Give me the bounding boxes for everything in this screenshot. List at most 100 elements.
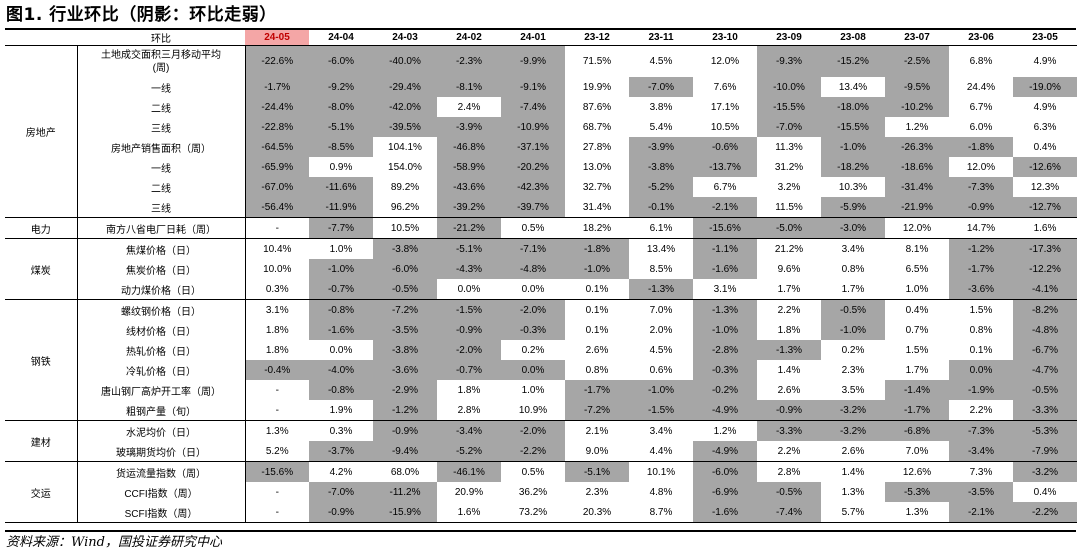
value-cell: -13.7%: [693, 157, 757, 177]
value-cell: 2.2%: [949, 400, 1013, 421]
indicator-label: 货运流量指数（周）: [77, 461, 246, 482]
value-cell: 2.0%: [649, 324, 673, 336]
value-cell: 31.2%: [774, 161, 804, 173]
value-cell: 1.5%: [969, 304, 993, 316]
indicator-label: 南方八省电厂日耗（周）: [77, 217, 246, 239]
table-row: 建材 水泥均价（日） 1.3% 0.3% -0.9% -3.4% -2.0% 2.1% 3.4%…: [5, 420, 1077, 462]
value-cell: 1.8%: [265, 324, 289, 336]
header-month: 23-10: [693, 30, 757, 46]
value-cell: 2.6%: [821, 441, 885, 462]
value-cell: -5.2%: [629, 177, 693, 197]
value-cell: -0.1%: [629, 197, 693, 218]
value-cell: 1.7%: [757, 279, 821, 300]
value-cell: -3.8%: [373, 340, 437, 360]
value-cell: -9.2%: [309, 77, 373, 97]
table-row: 冷轧价格（日） -0.4% -4.0% -3.6% -0.7% 0.0% 0.8% 0.6% -…: [5, 360, 1077, 380]
value-cell: 6.7%: [969, 101, 993, 113]
value-cell: 0.6%: [649, 364, 673, 376]
value-cell: -21.9%: [885, 197, 949, 218]
value-cell: -7.0%: [309, 482, 373, 502]
value-cell: -3.5%: [373, 320, 437, 340]
value-cell: 96.2%: [373, 197, 437, 218]
header-corner: [5, 30, 77, 46]
value-cell: 0.0%: [329, 344, 353, 356]
value-cell: 10.5%: [710, 121, 740, 133]
value-cell: -3.4%: [437, 420, 501, 441]
industry-mom-table: 环比 24-05 24-04 24-03 24-02 24-01 23-12 23-11 23…: [5, 30, 1077, 523]
value-cell: -1.6%: [693, 502, 757, 523]
indicator-label: 焦炭价格（日）: [77, 259, 246, 279]
value-cell: -6.0%: [373, 259, 437, 279]
value-cell: 2.1%: [585, 425, 609, 437]
value-cell: -2.9%: [373, 380, 437, 400]
value-cell: -10.9%: [501, 117, 565, 137]
indicator-label: 一线: [77, 77, 246, 97]
value-cell: -2.0%: [437, 340, 501, 360]
value-cell: 71.5%: [582, 56, 612, 67]
value-cell: -0.5%: [1013, 380, 1077, 400]
table-row: 焦炭价格（日） 10.0% -1.0% -6.0% -4.3% -4.8% -1.0% 8.5…: [5, 259, 1077, 279]
table-row: 三线 -22.8% -5.1% -39.5% -3.9% -10.9% 68.7% 5.4% 1…: [5, 117, 1077, 137]
header-month: 24-01: [501, 30, 565, 46]
value-cell: 6.0%: [969, 121, 993, 133]
value-cell: -0.3%: [693, 360, 757, 380]
value-cell: -12.7%: [1013, 197, 1077, 218]
value-cell: 2.2%: [757, 441, 821, 462]
indicator-label: 动力煤价格（日）: [77, 279, 246, 300]
value-cell: -1.0%: [565, 259, 629, 279]
value-cell: 1.0%: [329, 243, 353, 255]
value-cell: 10.0%: [263, 263, 292, 275]
value-cell: 7.0%: [649, 304, 673, 316]
value-cell: -9.1%: [501, 77, 565, 97]
value-cell: -5.3%: [885, 482, 949, 502]
value-cell: -6.9%: [693, 482, 757, 502]
indicator-label: 热轧价格（日）: [77, 340, 246, 360]
value-cell: 0.2%: [841, 344, 865, 356]
header-month: 24-02: [437, 30, 501, 46]
header-month: 23-05: [1013, 30, 1077, 46]
value-cell: -1.0%: [821, 320, 885, 340]
indicator-label: 水泥均价（日）: [77, 420, 246, 441]
value-cell: -8.5%: [309, 137, 373, 157]
value-cell: -7.9%: [1013, 441, 1077, 462]
value-cell: -1.0%: [629, 380, 693, 400]
value-cell: 0.0%: [501, 279, 565, 300]
value-cell: 13.4%: [838, 81, 868, 93]
value-cell: 1.0%: [885, 279, 949, 300]
value-cell: -1.8%: [565, 238, 629, 259]
value-cell: 0.4%: [1033, 141, 1057, 153]
value-cell: 8.7%: [629, 502, 693, 523]
category-label: 房地产: [5, 45, 78, 218]
value-cell: 1.2%: [713, 425, 737, 437]
value-cell: 1.6%: [1013, 217, 1077, 239]
value-cell: 3.1%: [265, 304, 289, 316]
value-cell: 0.1%: [585, 324, 609, 336]
value-cell: 1.2%: [905, 121, 929, 133]
indicator-label: 粗钢产量（旬）: [77, 400, 246, 421]
table-row: 三线 -56.4% -11.9% 96.2% -39.2% -39.7% 31.4% -0.1…: [5, 197, 1077, 218]
header-month: 23-09: [757, 30, 821, 46]
table-row: 粗钢产量（旬） -1.9% -1.2% 2.8% 10.9% -7.2% -1.5% -4.9…: [5, 400, 1077, 421]
value-cell: -3.0%: [821, 217, 885, 239]
value-cell: -2.2%: [501, 441, 565, 462]
value-cell: -1.2%: [949, 238, 1013, 259]
value-cell: 1.0%: [521, 384, 545, 396]
value-cell: 87.6%: [582, 101, 612, 113]
value-cell: -: [275, 384, 279, 396]
value-cell: 4.8%: [649, 486, 673, 498]
value-cell: -7.2%: [373, 299, 437, 320]
value-cell: 1.3%: [841, 486, 865, 498]
value-cell: -0.5%: [373, 279, 437, 300]
value-cell: 5.2%: [245, 441, 309, 462]
value-cell: -3.7%: [309, 441, 373, 462]
table-body: 房地产 土地成交面积三月移动平均 (周) -22.6% -6.0% -40.0% -2.3%…: [5, 45, 1077, 523]
value-cell: 8.5%: [649, 263, 673, 275]
value-cell: -0.3%: [501, 320, 565, 340]
value-cell: 18.2%: [565, 217, 629, 239]
value-cell: 0.4%: [1033, 486, 1057, 498]
value-cell: -6.0%: [309, 45, 373, 77]
value-cell: -2.1%: [693, 197, 757, 218]
value-cell: -7.0%: [757, 117, 821, 137]
value-cell: -6.7%: [1013, 340, 1077, 360]
value-cell: 36.2%: [518, 486, 548, 498]
